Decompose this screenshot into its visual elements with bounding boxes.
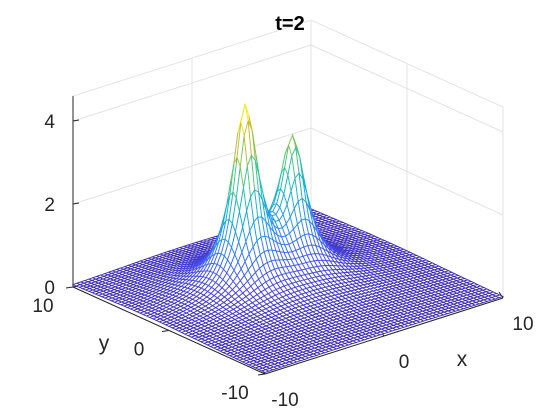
- y-tick-mark: [65, 286, 74, 289]
- x-tick-label: 10: [512, 314, 533, 335]
- rightwall-top: [310, 19, 504, 108]
- y-tick-label: -10: [221, 383, 248, 404]
- y-tick-label: 10: [32, 296, 53, 317]
- z-tick-label: 4: [44, 112, 55, 133]
- backwall-grid-z: [72, 44, 312, 122]
- y-tick-mark: [257, 373, 266, 376]
- x-tick-label: -10: [271, 390, 298, 411]
- backwall-grid-z: [72, 127, 312, 205]
- backwall-top: [72, 19, 312, 97]
- rightwall-grid-z: [310, 127, 504, 216]
- z-tick-mark: [72, 202, 80, 205]
- z-tick-label: 0: [44, 278, 55, 299]
- x-axis-label: x: [457, 348, 468, 371]
- surface-cell: [494, 294, 505, 299]
- chart-title: t=2: [275, 13, 304, 35]
- y-tick-mark: [161, 330, 170, 332]
- rightwall-grid-z: [310, 44, 504, 133]
- z-tick-mark: [72, 119, 80, 122]
- z-tick-label: 2: [44, 195, 55, 216]
- surface-mesh: [71, 102, 505, 373]
- y-tick-label: 0: [134, 340, 145, 361]
- y-axis-label: y: [99, 332, 110, 355]
- x-tick-label: 0: [399, 352, 410, 373]
